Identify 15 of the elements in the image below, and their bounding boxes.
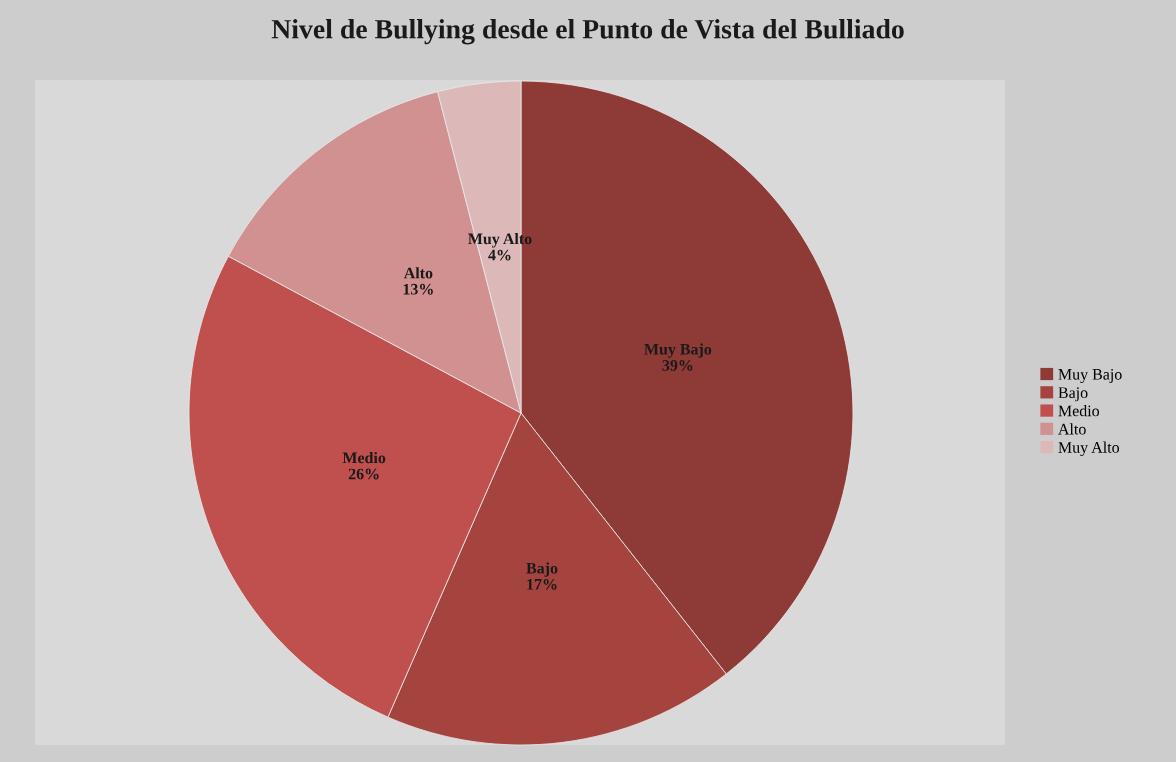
- legend-label: Alto: [1058, 423, 1086, 435]
- data-label: 17%: [527, 578, 557, 590]
- data-label: 39%: [662, 360, 693, 371]
- data-label: 13%: [403, 283, 433, 295]
- slice-label: Muy Bajo: [644, 343, 712, 358]
- legend-label: Bajo: [1058, 387, 1088, 402]
- slice-label: Medio: [342, 451, 386, 464]
- data-label: 26%: [348, 468, 379, 480]
- slice-label: Alto: [403, 267, 433, 279]
- slice-label: Bajo: [526, 562, 558, 577]
- data-label: 4%: [488, 249, 511, 261]
- legend-label: Medio: [1058, 405, 1100, 417]
- legend-label: Muy Alto: [1058, 441, 1120, 457]
- chart-title: Nivel de Bullying desde el Punto de Vista del Bulliado: [271, 19, 904, 45]
- legend-label: Muy Bajo: [1058, 369, 1122, 384]
